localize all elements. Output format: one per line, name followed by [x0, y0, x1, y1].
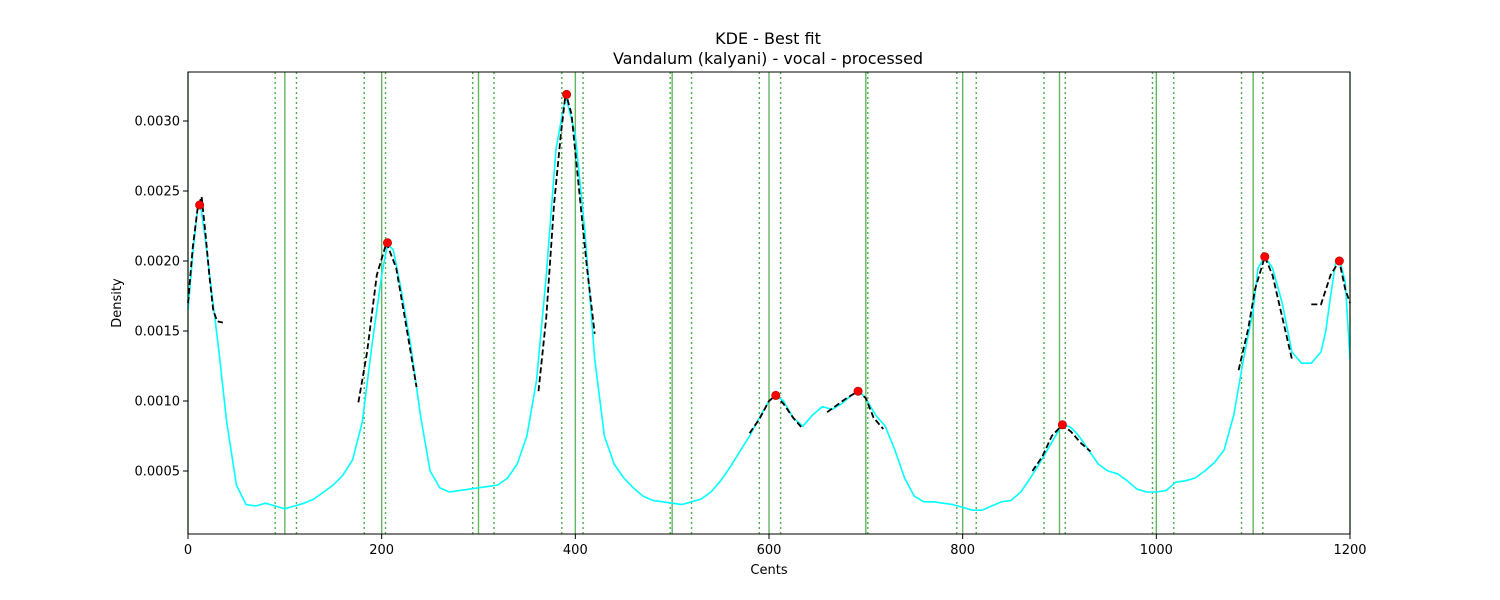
best-fit-segment — [1311, 258, 1351, 306]
x-tick-label: 400 — [563, 543, 588, 558]
y-axis: 0.0005 0.0010 0.0015 0.0020 0.0025 0.0030 — [135, 115, 188, 480]
x-tick-label: 1000 — [1140, 543, 1173, 558]
x-axis: 0 200 400 600 800 1000 1200 — [184, 534, 1367, 558]
reference-lines — [187, 72, 1351, 534]
peak-markers — [195, 89, 1344, 430]
y-tick-label: 0.0020 — [135, 255, 181, 270]
x-axis-label: Cents — [750, 563, 787, 578]
peak-marker — [1334, 256, 1344, 266]
peak-marker — [771, 390, 781, 400]
y-axis-label: Density — [110, 278, 125, 328]
x-tick-label: 200 — [369, 543, 394, 558]
y-tick-label: 0.0015 — [135, 325, 181, 340]
x-tick-label: 1200 — [1333, 543, 1366, 558]
peak-marker — [1057, 420, 1067, 430]
y-tick-label: 0.0005 — [135, 465, 181, 480]
x-tick-label: 800 — [950, 543, 975, 558]
best-fit-segment — [826, 390, 884, 430]
y-tick-label: 0.0030 — [135, 115, 181, 130]
x-tick-label: 600 — [757, 543, 782, 558]
y-tick-label: 0.0025 — [135, 185, 181, 200]
chart-title: KDE - Best fit — [715, 29, 821, 48]
chart-subtitle: Vandalum (kalyani) - vocal - processed — [613, 49, 923, 68]
x-tick-label: 0 — [184, 543, 192, 558]
peak-marker — [195, 200, 205, 210]
peak-marker — [562, 89, 572, 99]
peak-marker — [382, 238, 392, 248]
y-tick-label: 0.0010 — [135, 395, 181, 410]
peak-marker — [853, 386, 863, 396]
peak-marker — [1260, 252, 1270, 262]
best-fit-segment — [748, 394, 804, 434]
best-fit-segment — [1031, 423, 1092, 472]
best-fit-segment — [187, 196, 224, 324]
